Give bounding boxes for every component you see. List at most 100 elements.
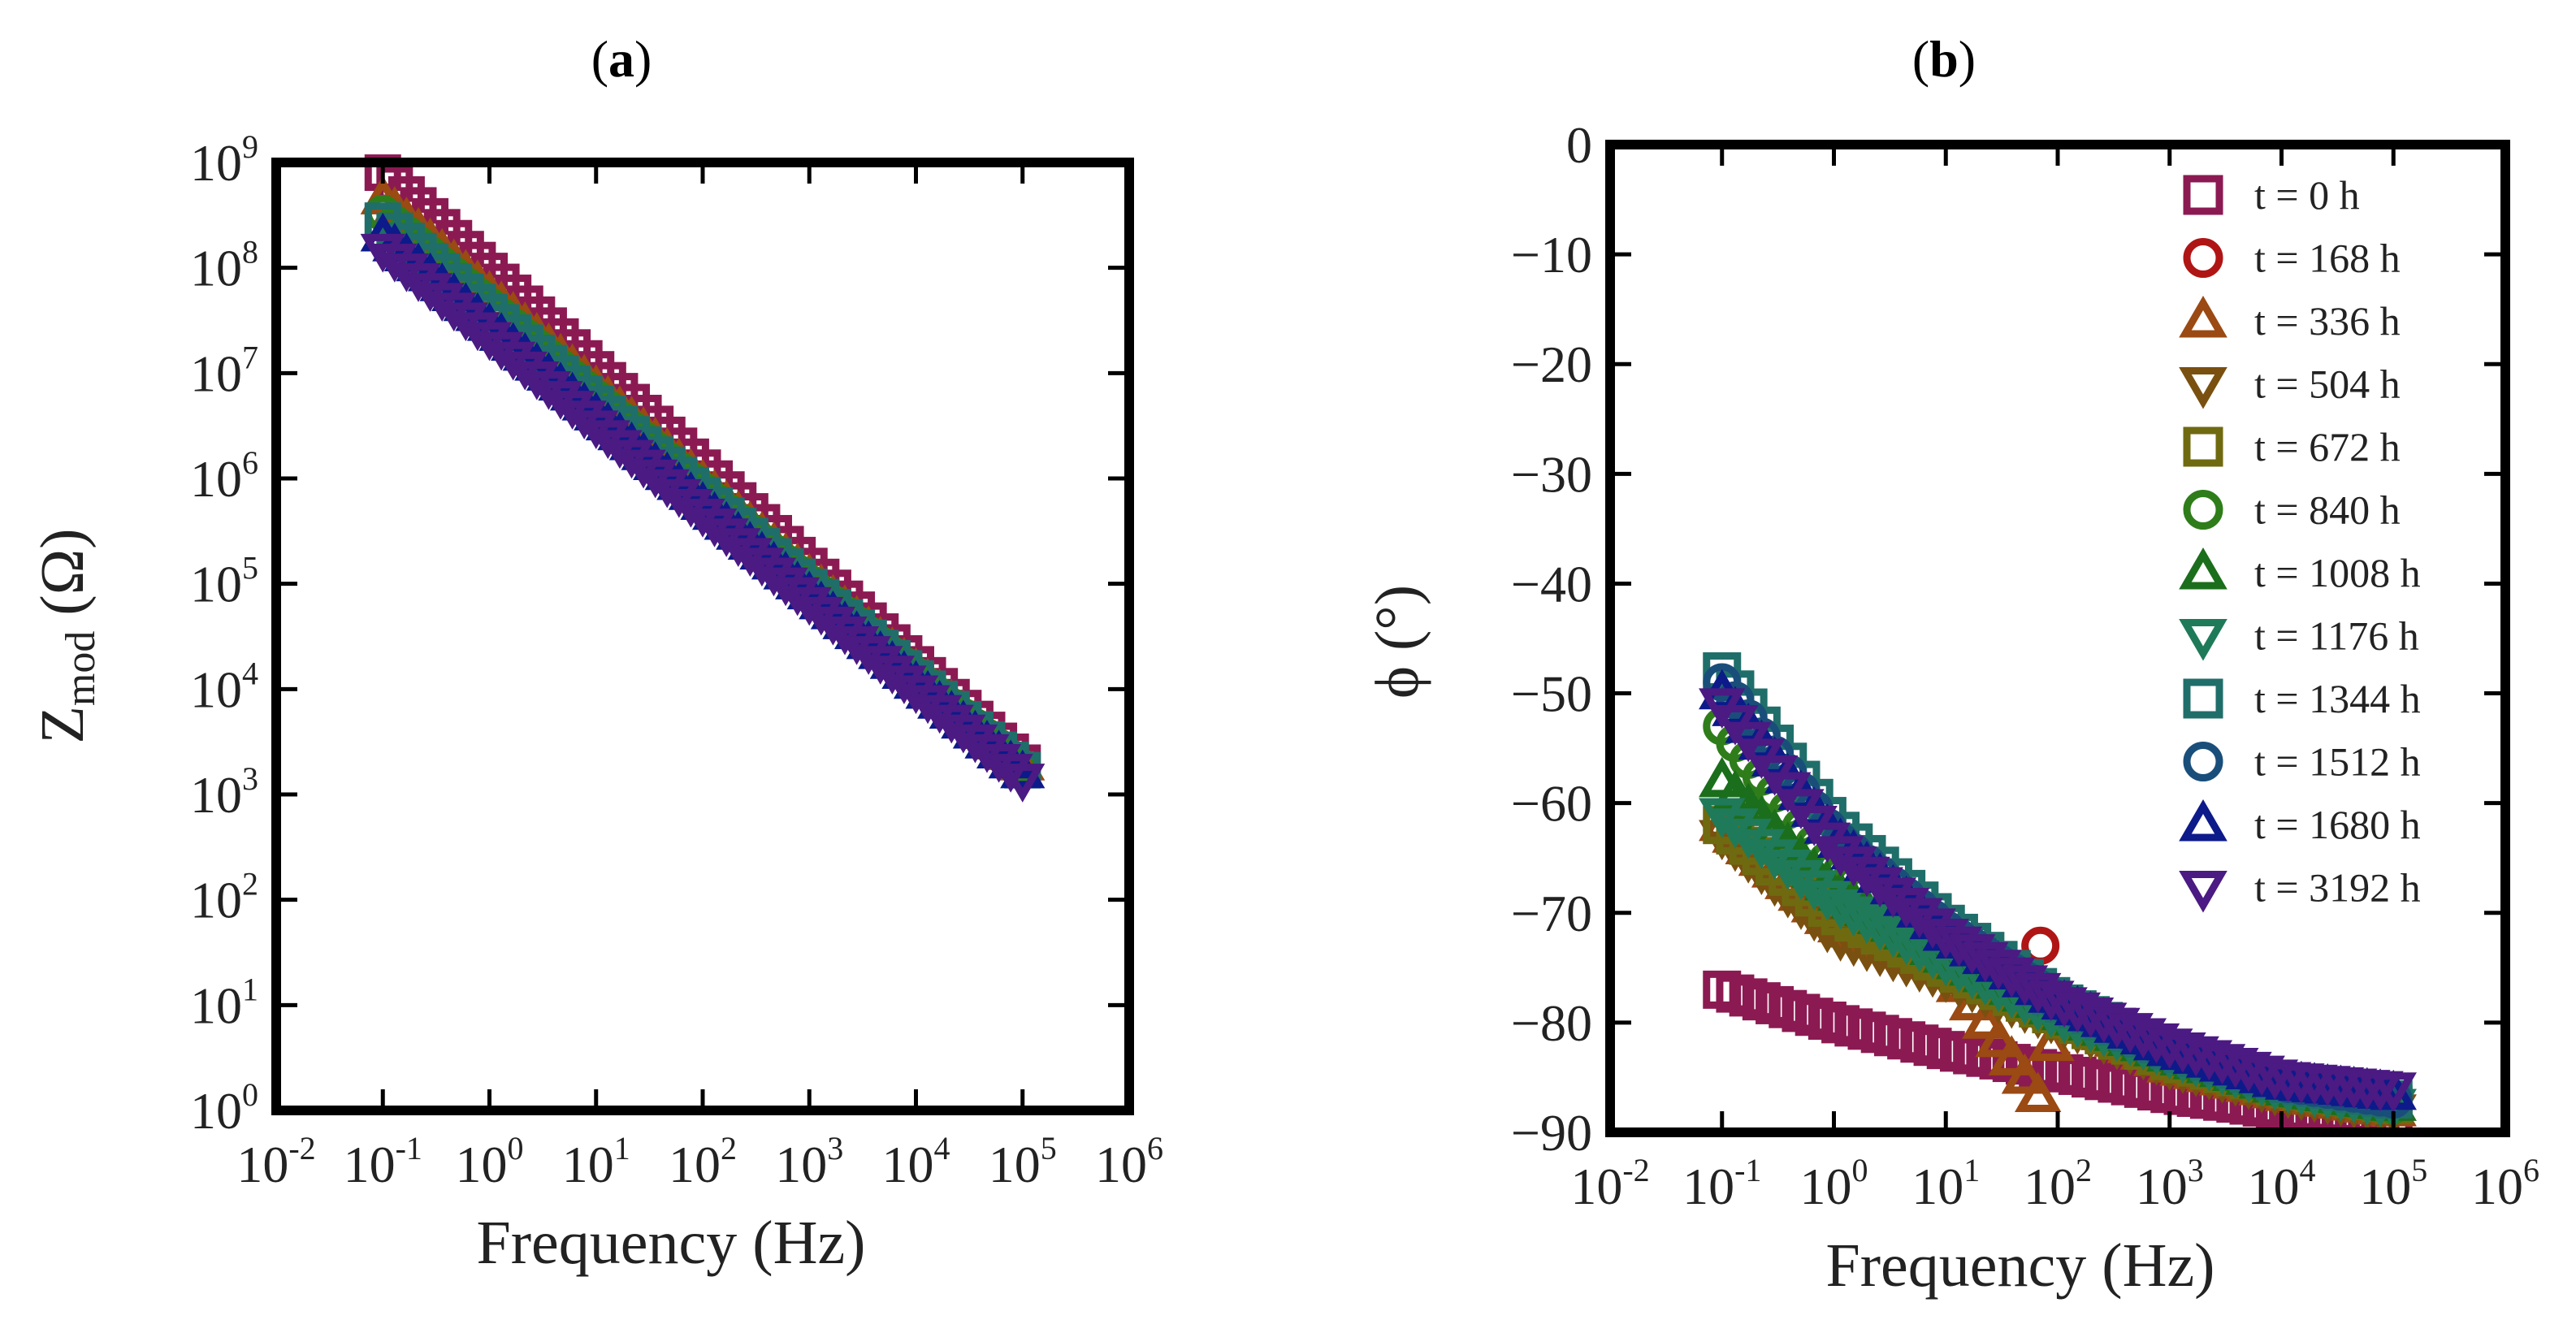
data-point-b [2225,1051,2272,1093]
legend-item: t = 1344 h [2183,676,2421,721]
data-point-a [976,743,1022,783]
data-point-a [964,734,1010,773]
impedance-modulus-chart: 10-2 10-1 100 101 102 103 104 105 106 1001011021… [28,128,1163,1277]
data-point-a [727,538,773,578]
x-tick-labels-a: 10-2 10-1 100 101 102 103 104 105 106 [236,1130,1163,1193]
data-point-a [799,596,844,636]
y-tick-label-a: 109 [190,128,258,192]
y-tick-label-b: −70 [1511,885,1592,942]
x-tick-label-a: 10-1 [344,1130,422,1193]
panel-label-a: (a) [591,30,652,88]
legend-label: t = 1176 h [2254,613,2419,659]
legend-marker [2183,238,2223,278]
x-tick-label-a: 101 [562,1130,630,1193]
impedance-modulus-marks [360,154,1046,803]
legend-item: t = 1512 h [2183,739,2421,785]
data-point-b [2198,1044,2246,1084]
data-point-b [1896,898,1943,939]
legend-marker [2179,367,2227,409]
data-point-b [1712,808,1759,849]
data-point-b [2146,1028,2193,1069]
data-point-b [2014,1071,2062,1113]
data-point-a [775,577,820,617]
data-point-b [1988,1035,2035,1075]
legend-item: t = 504 h [2179,361,2401,409]
legend-label: t = 1344 h [2254,676,2421,721]
data-point-a [502,351,548,391]
data-point-a [372,244,418,283]
y-tick-label-b: −60 [1511,775,1592,833]
y-tick-label-a: 107 [190,339,258,402]
data-point-a [763,567,808,607]
y-tick-label-b: −10 [1511,226,1592,283]
phase-angle-marks [1699,652,2417,1136]
data-point-b [2370,1072,2417,1113]
data-point-a [833,626,880,665]
data-point-a [917,695,963,734]
data-point-a [383,253,430,292]
data-point-b [2212,1048,2259,1088]
y-tick-label-a: 102 [190,866,258,929]
x-tick-label-a: 106 [1095,1130,1163,1193]
y-tick-label-a: 108 [190,234,258,297]
data-point-b [1764,850,1812,890]
y-tick-label-a: 100 [190,1076,258,1140]
data-point-a [751,557,797,597]
data-point-a [822,616,868,656]
data-point-a [656,478,702,518]
legend-label: t = 336 h [2254,298,2401,344]
data-point-a [360,233,405,273]
data-point-a [585,420,630,460]
x-axis-title-b: Frequency (Hz) [1825,1231,2214,1300]
data-point-b [1816,836,1864,876]
y-tick-label-b: −80 [1511,994,1592,1052]
y-axis-title-a: Zmod (Ω) [28,529,104,744]
data-point-a [716,528,761,567]
data-point-a [1000,764,1046,803]
legend-label: t = 168 h [2254,236,2401,281]
legend-label: t = 1008 h [2254,550,2421,595]
x-tick-labels-b: 10-2 10-1 100 101 102 103 104 105 106 [1570,1152,2539,1215]
data-point-b [1882,887,1930,928]
legend-item: t = 840 h [2183,487,2401,533]
data-point-b [1975,1016,2022,1058]
legend-marker [2179,547,2227,590]
x-tick-label-b: 10-1 [1682,1152,1761,1215]
data-point-a [621,449,666,489]
data-point-b [2001,1053,2049,1094]
y-axis-title-b: ϕ (°) [1363,585,1431,699]
x-axis-title-a: Frequency (Hz) [476,1209,865,1277]
data-point-b [2172,1036,2219,1077]
y-tick-label-a: 106 [190,444,258,508]
data-point-b [2159,1032,2206,1073]
data-point-a [419,283,465,322]
data-point-b [1725,818,1772,859]
x-tick-label-a: 103 [775,1130,843,1193]
data-point-b [1738,829,1786,870]
y-tick-label-a: 105 [190,550,258,613]
x-tick-label-b: 105 [2359,1152,2427,1215]
legend-marker [2183,678,2223,719]
x-tick-label-a: 105 [989,1130,1057,1193]
data-point-a [893,675,939,715]
data-point-a [466,322,513,361]
legend-item: t = 1008 h [2179,547,2421,595]
data-point-b [1962,998,2009,1039]
data-point-a [574,410,619,450]
y-tick-labels-a: 100 101 102 103 104 105 106 107 108 109 [190,128,258,1140]
plot-frame-a [271,158,1134,1115]
legend-item: t = 1176 h [2179,613,2419,661]
x-tick-label-b: 106 [2471,1152,2539,1215]
data-point-a [739,547,785,587]
y-tick-label-a: 103 [190,760,258,824]
y-tick-label-b: −90 [1511,1104,1592,1162]
data-point-a [407,273,453,312]
data-point-a [786,586,832,626]
legend-label: t = 3192 h [2254,865,2421,911]
data-point-a [905,685,950,725]
legend-marker [2183,426,2223,467]
legend-marker [2179,619,2227,661]
data-point-a [549,391,595,430]
data-point-a [680,499,725,538]
data-point-a [396,263,441,302]
